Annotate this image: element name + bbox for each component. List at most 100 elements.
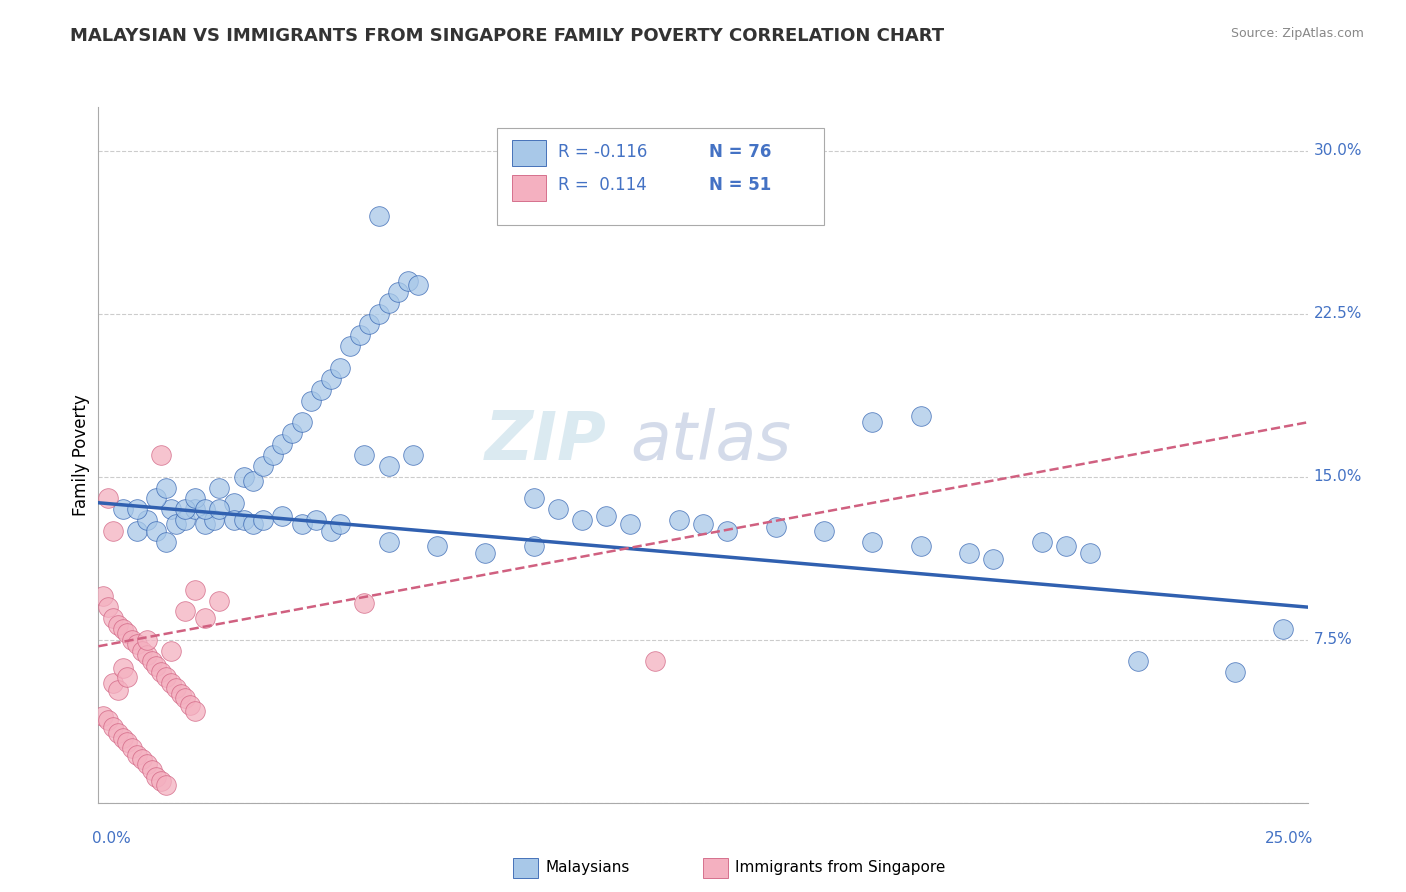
Point [135,513,157,527]
Point [174,513,197,527]
Point [194,611,217,625]
Point [111,622,134,636]
Point [1054,539,1077,553]
Point [179,698,201,712]
Point [290,517,312,532]
Text: 22.5%: 22.5% [1313,306,1362,321]
Point [155,481,177,495]
Point [377,295,399,310]
Point [668,513,690,527]
Point [692,517,714,532]
Point [145,658,167,673]
Point [135,632,157,647]
Point [252,513,274,527]
Point [329,517,352,532]
Text: atlas: atlas [630,408,792,474]
Point [150,448,173,462]
Point [208,502,231,516]
Text: 15.0%: 15.0% [1313,469,1362,484]
Point [547,502,569,516]
Point [406,278,429,293]
Point [1223,665,1246,680]
Text: 30.0%: 30.0% [1313,143,1362,158]
Point [135,648,157,662]
Point [184,502,207,516]
Point [242,474,264,488]
Point [765,519,787,533]
Point [523,539,546,553]
Point [523,491,546,506]
Point [860,535,883,549]
Point [101,524,124,538]
Point [299,393,322,408]
Point [329,360,352,375]
Point [910,539,932,553]
Point [160,643,183,657]
Point [910,409,932,423]
Text: N = 51: N = 51 [709,176,772,194]
Point [339,339,361,353]
Point [160,676,183,690]
Point [194,502,217,516]
Text: MALAYSIAN VS IMMIGRANTS FROM SINGAPORE FAMILY POVERTY CORRELATION CHART: MALAYSIAN VS IMMIGRANTS FROM SINGAPORE F… [70,27,945,45]
Point [141,655,163,669]
Point [155,778,177,792]
Point [319,524,342,538]
Point [957,546,980,560]
Point [111,661,134,675]
Point [387,285,409,299]
Text: Immigrants from Singapore: Immigrants from Singapore [735,861,946,875]
Point [232,469,254,483]
Point [474,546,496,560]
Point [174,691,197,706]
Point [155,535,177,549]
Point [368,209,391,223]
Point [184,491,207,506]
Point [184,705,207,719]
Point [121,632,143,647]
Point [1031,535,1053,549]
Point [97,600,120,615]
Text: 25.0%: 25.0% [1265,830,1313,846]
Bar [498,128,824,226]
Point [135,756,157,771]
Point [117,735,139,749]
Point [127,502,149,516]
Point [353,596,375,610]
Point [101,676,124,690]
Point [111,502,134,516]
Point [281,426,304,441]
Bar [512,140,546,166]
Point [145,491,167,506]
Point [1078,546,1101,560]
Text: 7.5%: 7.5% [1313,632,1353,648]
Point [309,383,332,397]
Text: N = 76: N = 76 [709,143,772,161]
Point [160,502,183,516]
Point [174,605,197,619]
Point [208,481,231,495]
Text: R =  0.114: R = 0.114 [558,176,647,194]
Point [208,593,231,607]
Point [377,458,399,473]
Point [1128,655,1150,669]
Text: Malaysians: Malaysians [546,861,630,875]
Point [131,643,153,657]
Point [184,582,207,597]
Point [107,726,129,740]
Point [127,637,149,651]
Point [155,670,177,684]
Point [644,655,666,669]
Point [271,508,294,523]
Point [97,491,120,506]
Point [860,415,883,429]
Bar [512,175,546,201]
Point [262,448,284,462]
Point [716,524,738,538]
Point [101,611,124,625]
Point [813,524,835,538]
Point [290,415,312,429]
Point [232,513,254,527]
Point [107,682,129,697]
Point [145,770,167,784]
